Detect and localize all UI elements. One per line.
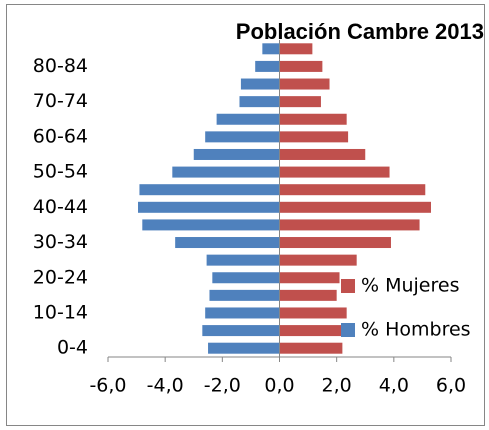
- bar: [279, 201, 431, 213]
- legend-label: % Hombres: [361, 319, 471, 341]
- bar: [279, 148, 366, 160]
- bar: [240, 78, 280, 90]
- bar: [206, 254, 280, 266]
- bar: [172, 166, 280, 178]
- legend-label: % Mujeres: [361, 275, 459, 297]
- bar: [279, 219, 420, 231]
- bar: [142, 219, 280, 231]
- bar: [208, 342, 280, 354]
- x-tick-label: -2,0: [204, 375, 241, 397]
- bar: [279, 184, 426, 196]
- y-tick-label: 60-64: [33, 125, 88, 147]
- bar: [205, 131, 280, 143]
- bar: [138, 201, 280, 213]
- bar: [216, 113, 280, 125]
- x-tick-label: -6,0: [89, 375, 126, 397]
- bar: [279, 113, 347, 125]
- chart-border: [6, 4, 485, 426]
- y-tick-label: 80-84: [33, 55, 88, 77]
- bar: [279, 237, 391, 249]
- y-tick-label: 0-4: [57, 337, 88, 359]
- y-tick-label: 30-34: [33, 231, 88, 253]
- bar: [239, 96, 280, 108]
- y-tick-label: 20-24: [33, 266, 88, 288]
- bar: [279, 131, 349, 143]
- bar: [279, 325, 346, 337]
- bar: [262, 43, 280, 55]
- bar: [279, 78, 330, 90]
- legend-swatch: [341, 279, 355, 293]
- x-tick-label: 6,0: [436, 375, 466, 397]
- bar: [279, 60, 323, 72]
- x-tick-label: -4,0: [147, 375, 184, 397]
- chart-title: Población Cambre 2013: [236, 19, 484, 44]
- bar: [205, 307, 280, 319]
- bar: [212, 272, 280, 284]
- bar: [202, 325, 280, 337]
- bar: [279, 272, 340, 284]
- y-tick-label: 10-14: [33, 301, 88, 323]
- x-tick-label: 4,0: [379, 375, 409, 397]
- bar: [279, 96, 321, 108]
- bar: [279, 166, 390, 178]
- bar: [139, 184, 280, 196]
- bar: [209, 289, 280, 301]
- y-tick-label: 40-44: [33, 196, 88, 218]
- bar: [193, 148, 280, 160]
- bar: [279, 289, 337, 301]
- bar: [279, 254, 357, 266]
- bar: [279, 43, 313, 55]
- legend-swatch: [341, 323, 355, 337]
- bar: [175, 237, 280, 249]
- x-tick-label: 2,0: [322, 375, 352, 397]
- bar: [279, 307, 347, 319]
- y-tick-label: 50-54: [33, 161, 88, 183]
- y-tick-label: 70-74: [33, 90, 88, 112]
- bar: [255, 60, 280, 72]
- bar: [279, 342, 343, 354]
- x-tick-label: 0,0: [264, 375, 294, 397]
